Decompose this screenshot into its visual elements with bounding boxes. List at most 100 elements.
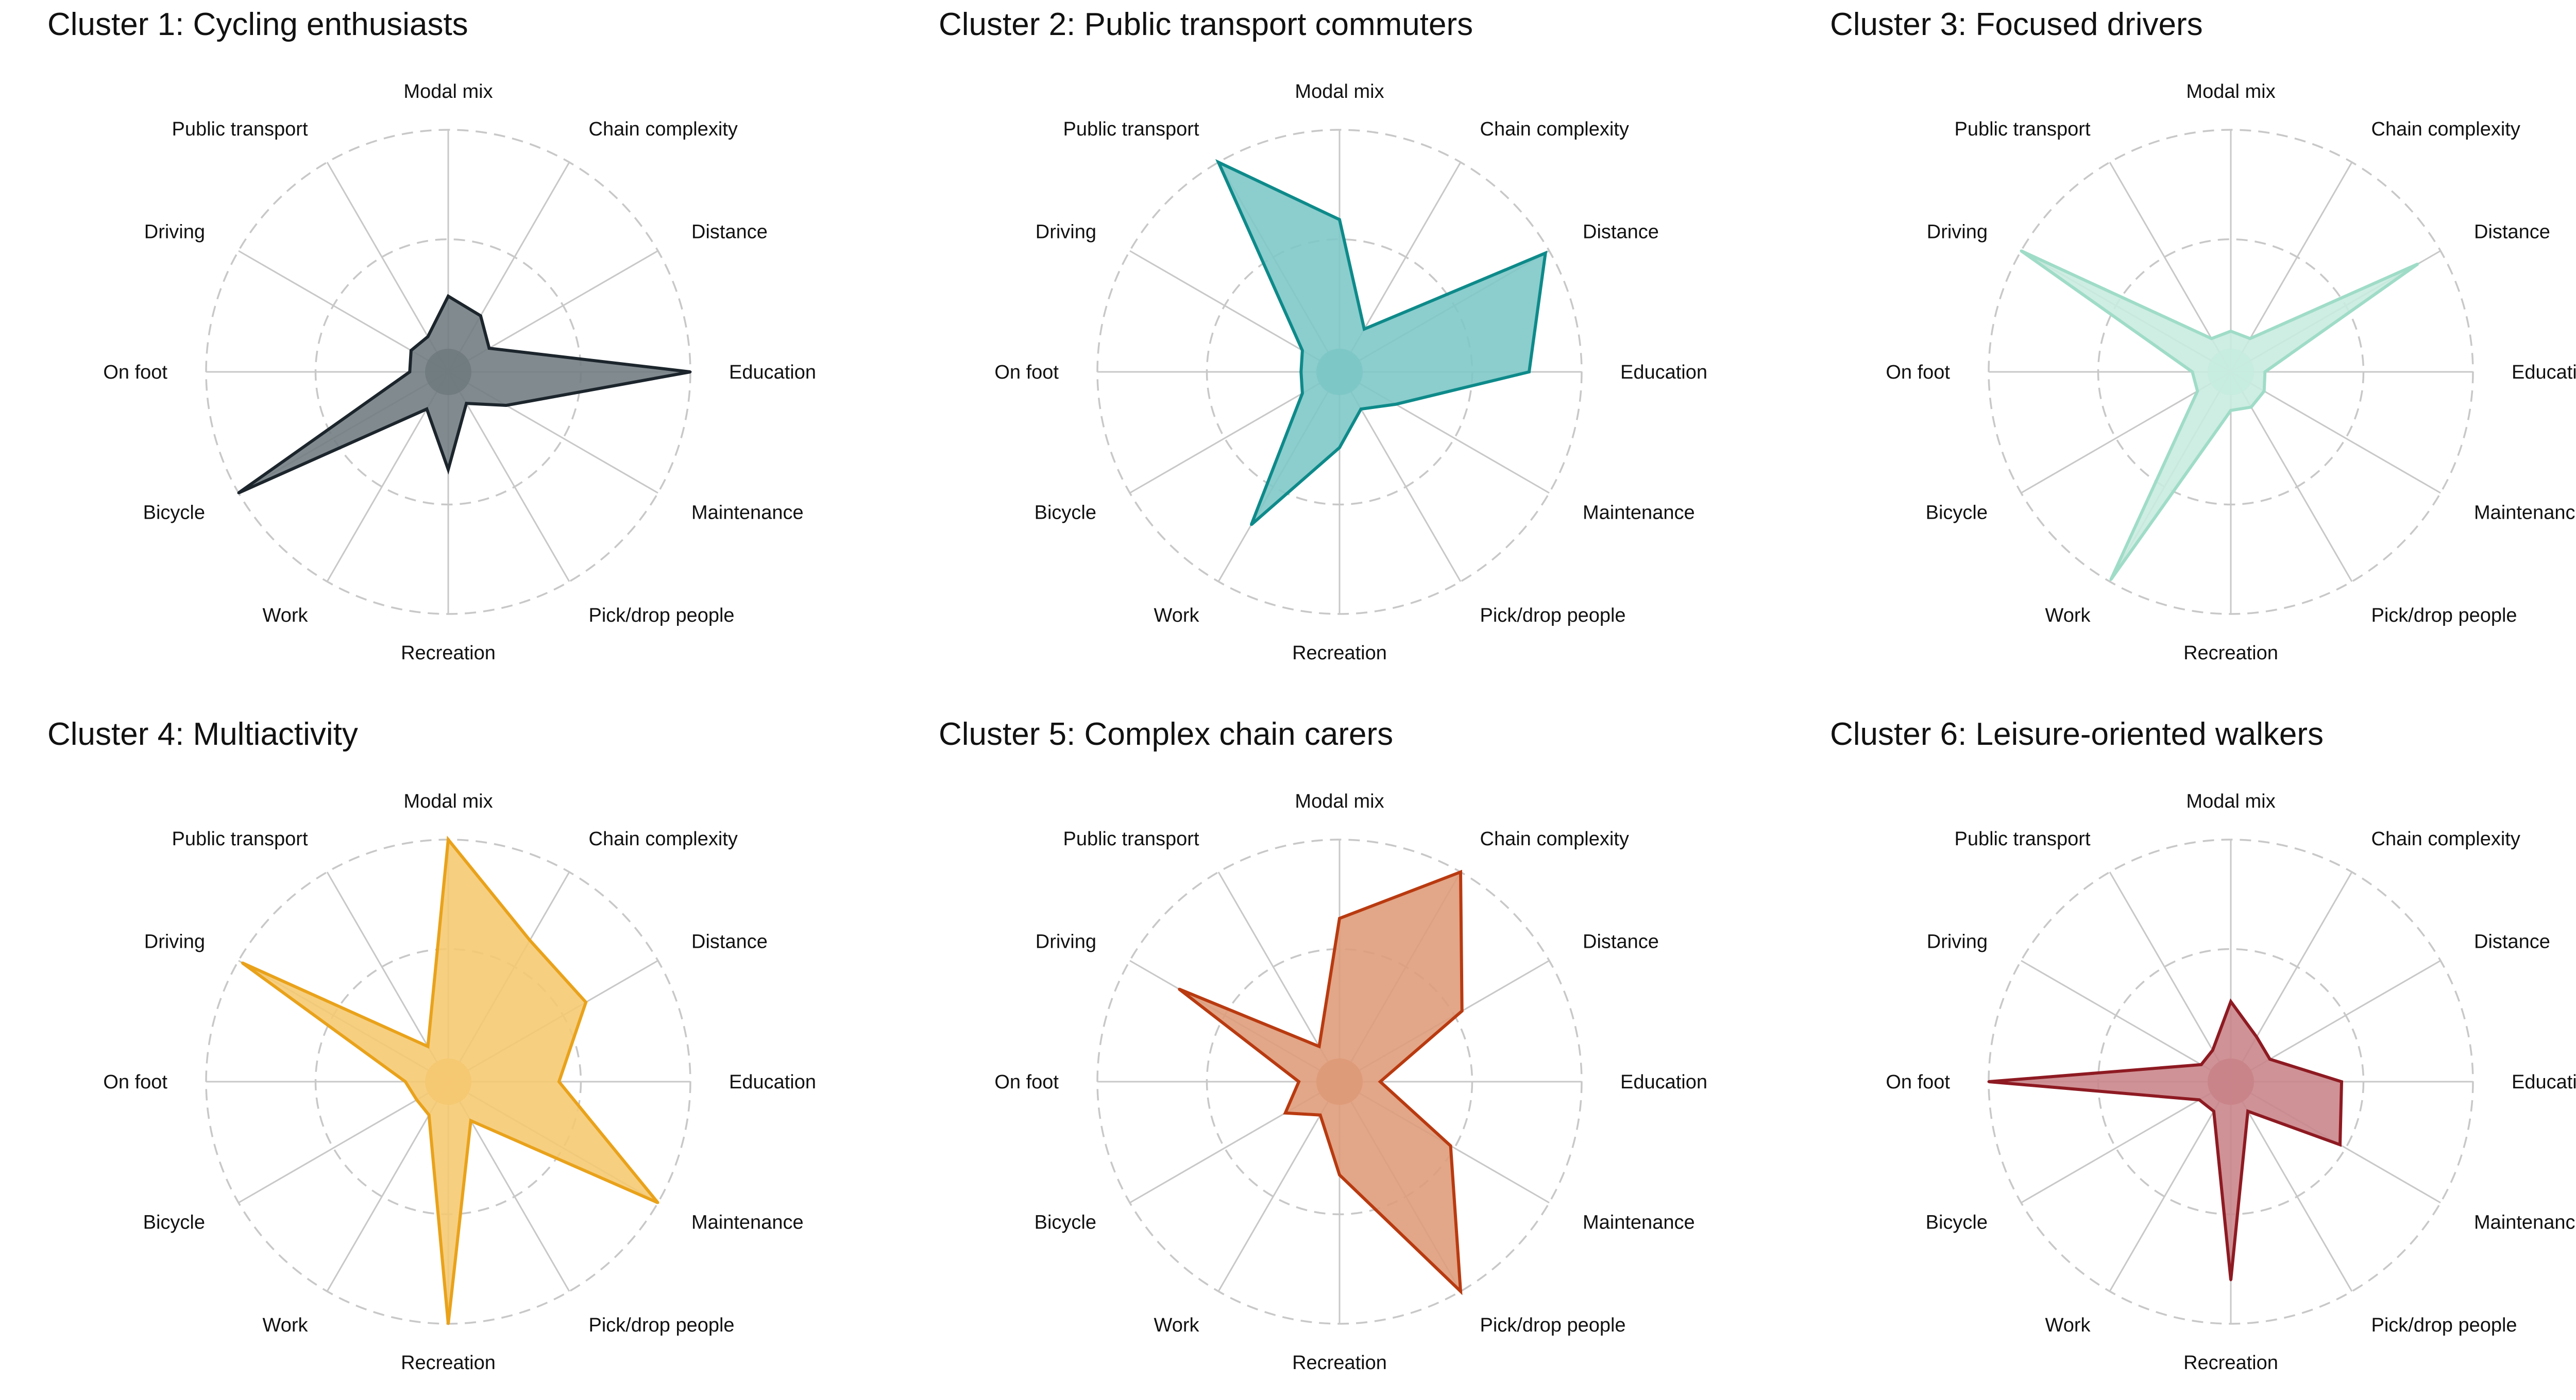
data-point bbox=[479, 314, 482, 317]
axis-label: Bicycle bbox=[143, 502, 205, 524]
axis-label: Bicycle bbox=[1035, 1212, 1096, 1234]
axis-label: Education bbox=[1620, 1071, 1707, 1093]
radar-panel: Cluster 2: Public transport commuters Mod… bbox=[939, 7, 1707, 664]
data-point bbox=[1459, 870, 1462, 874]
axis-label: Recreation bbox=[2183, 642, 2278, 664]
axis-label: Pick/drop people bbox=[1480, 1314, 1626, 1336]
center-hub bbox=[1316, 349, 1363, 395]
data-point bbox=[2200, 1063, 2203, 1066]
axis-label: Driving bbox=[144, 931, 205, 953]
data-point bbox=[2248, 337, 2251, 340]
data-point bbox=[2250, 405, 2252, 408]
axis-label: Work bbox=[1154, 1314, 1200, 1336]
axis-label: Pick/drop people bbox=[1480, 605, 1626, 626]
axis-label: On foot bbox=[103, 362, 167, 383]
data-point bbox=[2338, 1143, 2342, 1146]
grid-ring bbox=[1096, 839, 1583, 1325]
data-point bbox=[1459, 1290, 1462, 1293]
axis-label: Distance bbox=[1583, 221, 1659, 243]
data-point bbox=[2191, 370, 2194, 373]
data-point bbox=[1338, 446, 1341, 449]
axis-label: Chain complexity bbox=[1480, 828, 1629, 850]
axis-label: Maintenance bbox=[2474, 502, 2576, 524]
data-point bbox=[1987, 1080, 1990, 1083]
data-point bbox=[2246, 1109, 2249, 1113]
data-point bbox=[689, 370, 692, 373]
axis-label: Work bbox=[2045, 605, 2091, 626]
axis-label: On foot bbox=[994, 1071, 1059, 1093]
data-point bbox=[237, 491, 240, 494]
panel-title: Cluster 2: Public transport commuters bbox=[939, 7, 1473, 42]
axis-label: Driving bbox=[1036, 221, 1096, 243]
radar-panel: Cluster 3: Focused drivers Modal mix Chain… bbox=[1830, 7, 2576, 664]
grid-ring bbox=[1988, 129, 2474, 615]
axis-label: Modal mix bbox=[2186, 81, 2275, 103]
data-point bbox=[425, 407, 428, 411]
data-point bbox=[2229, 409, 2232, 412]
data-point bbox=[2198, 1098, 2201, 1101]
axis-spoke bbox=[2021, 960, 2231, 1083]
axis-label: Pick/drop people bbox=[2371, 1314, 2517, 1336]
data-point bbox=[1301, 349, 1304, 352]
axis-label: Public transport bbox=[172, 118, 308, 140]
data-point bbox=[2229, 1000, 2232, 1003]
axis-label: Work bbox=[2045, 1314, 2091, 1336]
axis-label: Chain complexity bbox=[589, 118, 738, 140]
panel-title: Cluster 3: Focused drivers bbox=[1830, 7, 2203, 42]
data-point bbox=[1394, 403, 1397, 406]
data-point bbox=[447, 838, 450, 841]
data-point bbox=[2229, 330, 2232, 333]
center-hub bbox=[425, 1058, 471, 1105]
data-point bbox=[1318, 1045, 1320, 1048]
data-point bbox=[1319, 1114, 1322, 1117]
data-point bbox=[1338, 1173, 1341, 1176]
data-point bbox=[1363, 328, 1366, 331]
grid-ring bbox=[1096, 129, 1583, 615]
data-point bbox=[1449, 1145, 1452, 1147]
axis-label: Bicycle bbox=[1926, 1212, 1988, 1234]
axis-spoke bbox=[2109, 872, 2232, 1082]
axis-label: Public transport bbox=[172, 828, 308, 850]
data-point bbox=[447, 295, 450, 298]
data-point bbox=[427, 1045, 429, 1048]
data-point bbox=[2416, 263, 2419, 265]
grid-ring bbox=[2097, 238, 2365, 506]
axis-label: Driving bbox=[1927, 931, 1988, 953]
axis-spoke bbox=[2230, 1081, 2353, 1292]
axis-label: Modal mix bbox=[403, 791, 493, 812]
axis-label: Chain complexity bbox=[1480, 118, 1629, 140]
data-point bbox=[1461, 1010, 1464, 1013]
axis-label: Pick/drop people bbox=[2371, 605, 2517, 626]
data-point bbox=[1301, 392, 1304, 395]
data-point bbox=[1299, 370, 1302, 373]
center-hub bbox=[425, 349, 471, 395]
data-point bbox=[469, 1119, 472, 1122]
data-polygon bbox=[1215, 159, 1548, 526]
data-point bbox=[2210, 337, 2213, 340]
axis-label: Maintenance bbox=[691, 1212, 804, 1234]
data-point bbox=[1338, 917, 1341, 920]
data-point bbox=[408, 370, 411, 373]
data-point bbox=[2196, 389, 2199, 392]
data-point bbox=[1284, 1112, 1287, 1115]
axis-label: On foot bbox=[994, 362, 1059, 383]
axis-label: Bicycle bbox=[1926, 502, 1988, 524]
axis-label: Chain complexity bbox=[2371, 828, 2520, 850]
panel-title: Cluster 6: Leisure-oriented walkers bbox=[1830, 716, 2324, 752]
axis-label: Modal mix bbox=[1295, 81, 1384, 103]
data-point bbox=[529, 938, 531, 942]
axis-label: Bicycle bbox=[1035, 502, 1096, 524]
axis-label: Recreation bbox=[2183, 1352, 2278, 1374]
axis-spoke bbox=[2109, 1081, 2232, 1292]
data-point bbox=[1217, 161, 1220, 164]
axis-label: Driving bbox=[1036, 931, 1096, 953]
data-point bbox=[557, 1080, 561, 1083]
data-point bbox=[410, 349, 413, 352]
axis-label: On foot bbox=[1886, 362, 1950, 383]
axis-spoke bbox=[447, 371, 570, 582]
data-point bbox=[1338, 218, 1341, 221]
axis-label: On foot bbox=[103, 1071, 167, 1093]
axis-label: Maintenance bbox=[2474, 1212, 2576, 1234]
radar-panel: Cluster 5: Complex chain carers Modal mix… bbox=[939, 716, 1707, 1374]
